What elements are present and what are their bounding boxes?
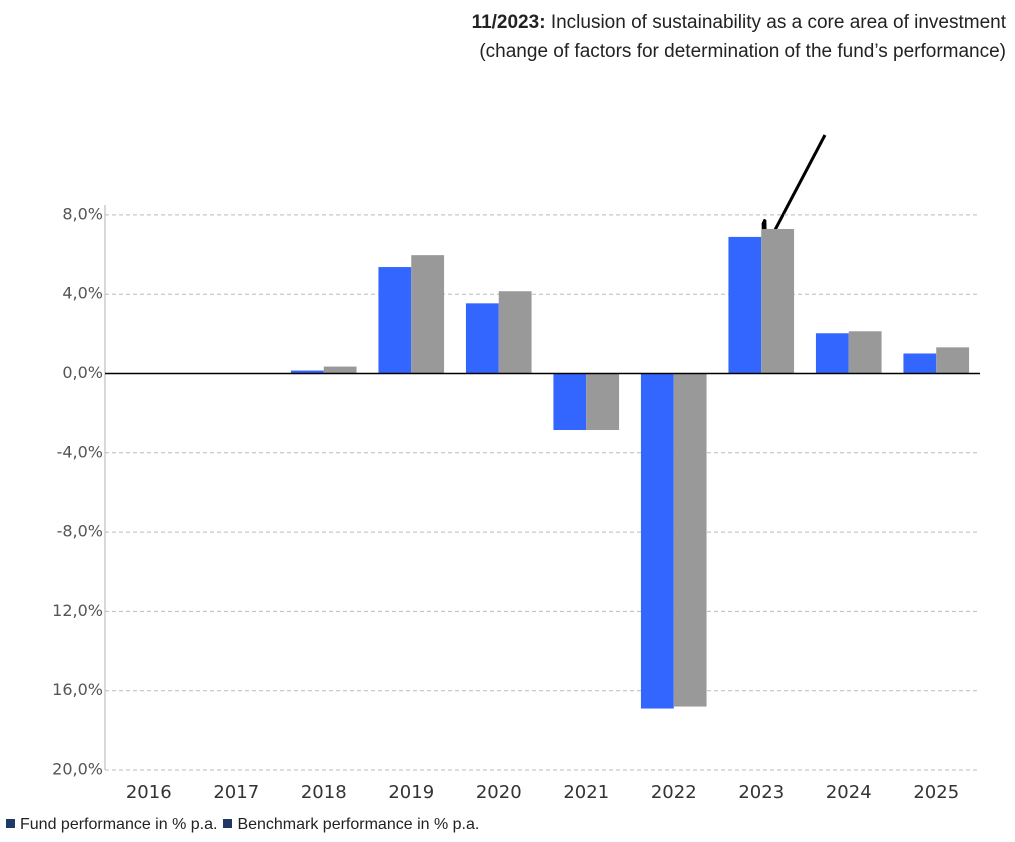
legend-marker [6,819,15,828]
y-tick-label: 8,0% [62,204,103,223]
bar [936,347,970,374]
x-tick-label: 2021 [563,782,609,803]
x-tick-label: 2024 [826,782,872,803]
x-tick-label: 2025 [913,782,959,803]
legend-label: Benchmark performance in % p.a. [237,816,480,833]
x-tick-label: 2023 [738,782,784,803]
bar [498,291,532,374]
bar [290,370,324,374]
legend-marker [223,819,233,828]
bar [465,303,499,374]
x-tick-label: 2018 [301,782,347,803]
bar [378,267,412,374]
bar [586,373,620,431]
y-tick-label: 16,0% [52,680,103,699]
annotation: 11/2023: Inclusion of sustainability as … [440,8,1006,66]
bar [848,331,882,374]
y-tick-label: 20,0% [52,760,103,779]
x-tick-label: 2016 [126,782,172,803]
x-tick-label: 2022 [651,782,697,803]
y-tick-label: 12,0% [52,601,103,620]
y-tick-label: 4,0% [62,284,103,303]
bar [553,373,587,431]
y-tick-label: 0,0% [62,363,103,382]
annotation-arrow [766,134,827,247]
legend: Fund performance in % p.a. Benchmark perf… [6,816,485,834]
x-tick-label: 2017 [213,782,259,803]
y-tick-label: -4,0% [57,442,103,461]
bar [673,373,707,707]
bar [761,228,795,374]
annotation-text: Inclusion of sustainability as a core ar… [550,12,1006,33]
x-tick-label: 2019 [388,782,434,803]
annotation-note: (change of factors for determination of … [479,41,1006,62]
bar [640,373,674,709]
bar [323,366,357,374]
bar [903,353,937,374]
x-tick-label: 2020 [476,782,522,803]
annotation-label: 11/2023: [471,12,546,33]
bar [815,333,849,374]
bar [411,255,445,374]
y-tick-label: -8,0% [57,522,103,541]
legend-label: Fund performance in % p.a. [20,816,218,833]
bar [728,236,762,374]
